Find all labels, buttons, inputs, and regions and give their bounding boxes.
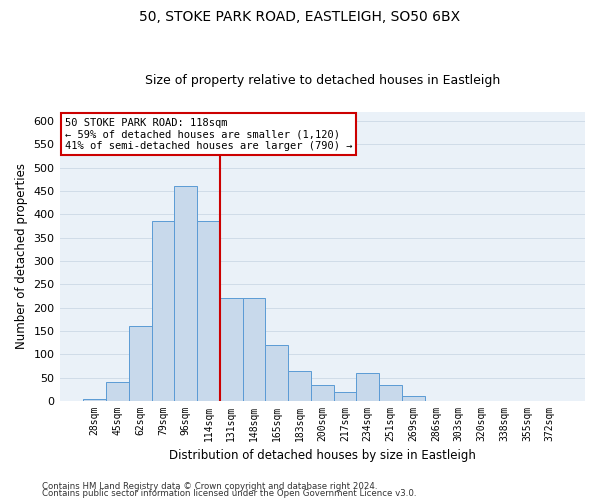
Bar — [265, 345, 288, 401]
Bar — [334, 392, 356, 401]
Text: Contains HM Land Registry data © Crown copyright and database right 2024.: Contains HM Land Registry data © Crown c… — [42, 482, 377, 491]
Text: 50, STOKE PARK ROAD, EASTLEIGH, SO50 6BX: 50, STOKE PARK ROAD, EASTLEIGH, SO50 6BX — [139, 10, 461, 24]
Bar — [106, 382, 129, 401]
Bar — [356, 373, 379, 401]
Bar — [288, 370, 311, 401]
Bar — [220, 298, 242, 401]
Y-axis label: Number of detached properties: Number of detached properties — [15, 164, 28, 350]
X-axis label: Distribution of detached houses by size in Eastleigh: Distribution of detached houses by size … — [169, 450, 476, 462]
Title: Size of property relative to detached houses in Eastleigh: Size of property relative to detached ho… — [145, 74, 500, 87]
Bar — [197, 222, 220, 401]
Bar — [152, 222, 175, 401]
Bar — [175, 186, 197, 401]
Bar — [242, 298, 265, 401]
Bar — [83, 398, 106, 401]
Bar — [311, 384, 334, 401]
Bar — [129, 326, 152, 401]
Text: Contains public sector information licensed under the Open Government Licence v3: Contains public sector information licen… — [42, 489, 416, 498]
Bar — [402, 396, 425, 401]
Bar — [379, 384, 402, 401]
Text: 50 STOKE PARK ROAD: 118sqm
← 59% of detached houses are smaller (1,120)
41% of s: 50 STOKE PARK ROAD: 118sqm ← 59% of deta… — [65, 118, 352, 151]
